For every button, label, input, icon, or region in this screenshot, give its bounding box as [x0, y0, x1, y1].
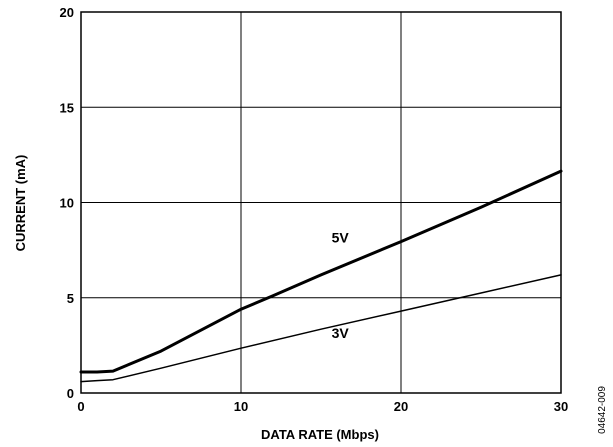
series-label-5v: 5V — [332, 230, 350, 246]
x-tick-label: 0 — [77, 399, 84, 414]
gridlines — [81, 12, 561, 393]
y-tick-label: 20 — [60, 5, 74, 20]
y-tick-label: 5 — [67, 291, 74, 306]
series-label-3v: 3V — [332, 325, 350, 341]
series-labels: 5V 3V — [332, 230, 350, 341]
y-tick-label: 15 — [60, 100, 74, 115]
y-axis-label: CURRENT (mA) — [13, 155, 28, 252]
x-tick-label: 10 — [234, 399, 248, 414]
series-line-5v — [79, 169, 563, 374]
plot-area-frame — [80, 11, 562, 394]
x-axis-label: DATA RATE (Mbps) — [261, 427, 379, 442]
data-series — [79, 169, 563, 383]
figure-code: 04642-009 — [597, 386, 608, 434]
x-tick-label: 20 — [394, 399, 408, 414]
x-tick-label: 30 — [554, 399, 568, 414]
series-line-3v — [80, 274, 562, 383]
y-tick-label: 0 — [67, 386, 74, 401]
tick-labels: 0 10 20 30 0 5 10 15 20 — [60, 5, 569, 414]
y-tick-label: 10 — [60, 196, 74, 211]
